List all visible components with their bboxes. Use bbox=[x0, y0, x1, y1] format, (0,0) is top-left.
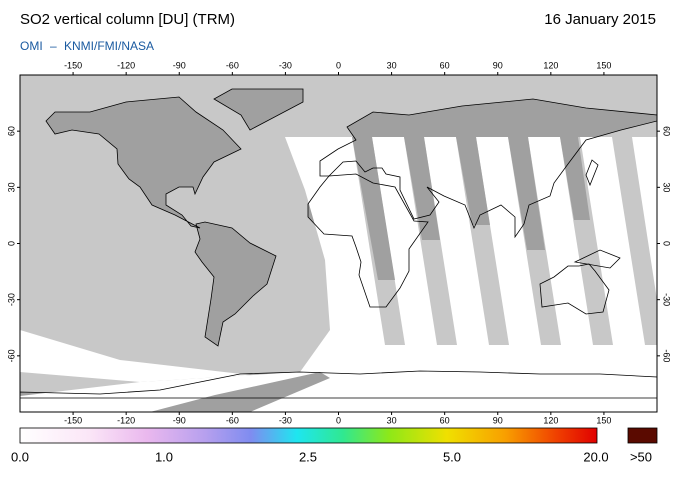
lon-label-top: 30 bbox=[387, 60, 397, 70]
lon-label-bottom: 0 bbox=[336, 415, 341, 425]
lon-label-bottom: 60 bbox=[440, 415, 450, 425]
lat-label-right: 60 bbox=[662, 126, 672, 136]
orbit-gaps-land bbox=[150, 137, 590, 412]
lat-label-right: -60 bbox=[662, 349, 672, 362]
colorbar-label: 0.0 bbox=[11, 449, 29, 464]
colorbar-label: 20.0 bbox=[583, 449, 608, 464]
lon-label-bottom: 30 bbox=[387, 415, 397, 425]
lon-label-bottom: -120 bbox=[117, 415, 135, 425]
lon-label-top: 120 bbox=[543, 60, 558, 70]
lon-label-bottom: -90 bbox=[173, 415, 186, 425]
lat-label-left: -60 bbox=[6, 349, 16, 362]
colorbar bbox=[19, 427, 598, 444]
lat-label-left: 60 bbox=[6, 126, 16, 136]
map bbox=[19, 74, 658, 413]
lon-label-top: -30 bbox=[279, 60, 292, 70]
lon-label-top: 60 bbox=[440, 60, 450, 70]
map-date: 16 January 2015 bbox=[544, 11, 656, 28]
lon-label-top: -120 bbox=[117, 60, 135, 70]
lon-label-top: 0 bbox=[336, 60, 341, 70]
colorbar-label: 2.5 bbox=[299, 449, 317, 464]
lat-label-right: 30 bbox=[662, 182, 672, 192]
lon-label-bottom: -60 bbox=[226, 415, 239, 425]
colorbar-overflow bbox=[627, 427, 658, 444]
map-title: SO2 vertical column [DU] (TRM) bbox=[20, 11, 235, 28]
colorbar-label: 5.0 bbox=[443, 449, 461, 464]
lon-label-top: -150 bbox=[64, 60, 82, 70]
lon-label-bottom: -30 bbox=[279, 415, 292, 425]
lat-label-right: 0 bbox=[662, 241, 672, 246]
lat-label-left: 0 bbox=[6, 241, 16, 246]
lon-label-bottom: -150 bbox=[64, 415, 82, 425]
lon-label-top: 90 bbox=[493, 60, 503, 70]
lat-label-right: -30 bbox=[662, 293, 672, 306]
lon-label-bottom: 120 bbox=[543, 415, 558, 425]
lat-label-left: -30 bbox=[6, 293, 16, 306]
lon-label-bottom: 90 bbox=[493, 415, 503, 425]
data-source: OMI – KNMI/FMI/NASA bbox=[20, 39, 154, 53]
lat-label-left: 30 bbox=[6, 182, 16, 192]
lon-label-top: -60 bbox=[226, 60, 239, 70]
colorbar-overflow-label: >50 bbox=[630, 449, 652, 464]
satellite-coverage bbox=[20, 330, 300, 382]
lon-label-bottom: 150 bbox=[596, 415, 611, 425]
colorbar-label: 1.0 bbox=[155, 449, 173, 464]
lon-label-top: 150 bbox=[596, 60, 611, 70]
lon-label-top: -90 bbox=[173, 60, 186, 70]
